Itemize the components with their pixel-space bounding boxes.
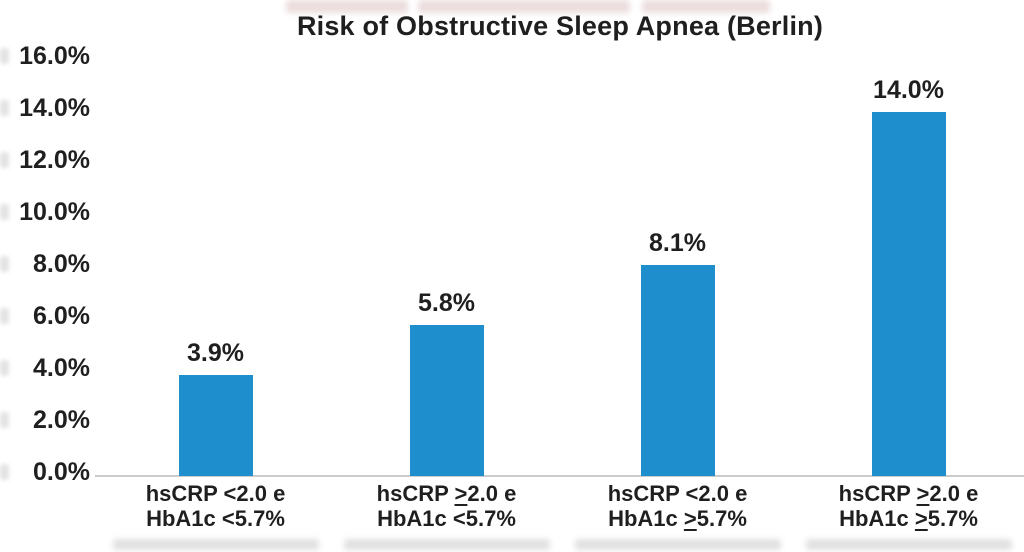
bar-value-label: 14.0% xyxy=(873,76,944,104)
bar xyxy=(178,374,253,476)
bar-value-label: 3.9% xyxy=(187,338,244,367)
bar xyxy=(409,325,484,476)
y-tick-label: 4.0% xyxy=(33,354,90,382)
crossfade-artifact-bottom-strip xyxy=(805,539,1012,550)
x-category-label: hsCRP <2.0 e HbA1c <5.7% xyxy=(145,481,286,531)
x-category-label: hsCRP <2.0 e HbA1c >5.7% xyxy=(607,481,748,531)
crossfade-artifact-bottom-strip xyxy=(112,539,319,550)
bar xyxy=(871,112,946,476)
chart-title: Risk of Obstructive Sleep Apnea (Berlin) xyxy=(296,11,824,41)
y-tick-label: 0.0% xyxy=(33,458,90,486)
y-tick-label: 10.0% xyxy=(19,198,90,226)
x-category-label: hsCRP >2.0 e HbA1c <5.7% xyxy=(376,481,517,531)
bar xyxy=(640,265,715,476)
y-tick-label: 6.0% xyxy=(33,302,90,330)
crossfade-artifact-bottom-strip xyxy=(574,539,781,550)
crossfade-artifact-bottom-strip xyxy=(343,539,550,550)
y-tick-label: 14.0% xyxy=(19,94,90,122)
y-tick-label: 12.0% xyxy=(19,146,90,174)
bar-value-label: 8.1% xyxy=(649,229,706,258)
y-tick-label: 8.0% xyxy=(33,250,90,278)
y-tick-label: 2.0% xyxy=(33,406,90,434)
bar-value-label: 5.8% xyxy=(418,289,475,318)
x-category-label: hsCRP >2.0 e HbA1c >5.7% xyxy=(838,481,979,531)
y-tick-label: 16.0% xyxy=(19,42,90,70)
x-axis-line xyxy=(95,475,1024,477)
